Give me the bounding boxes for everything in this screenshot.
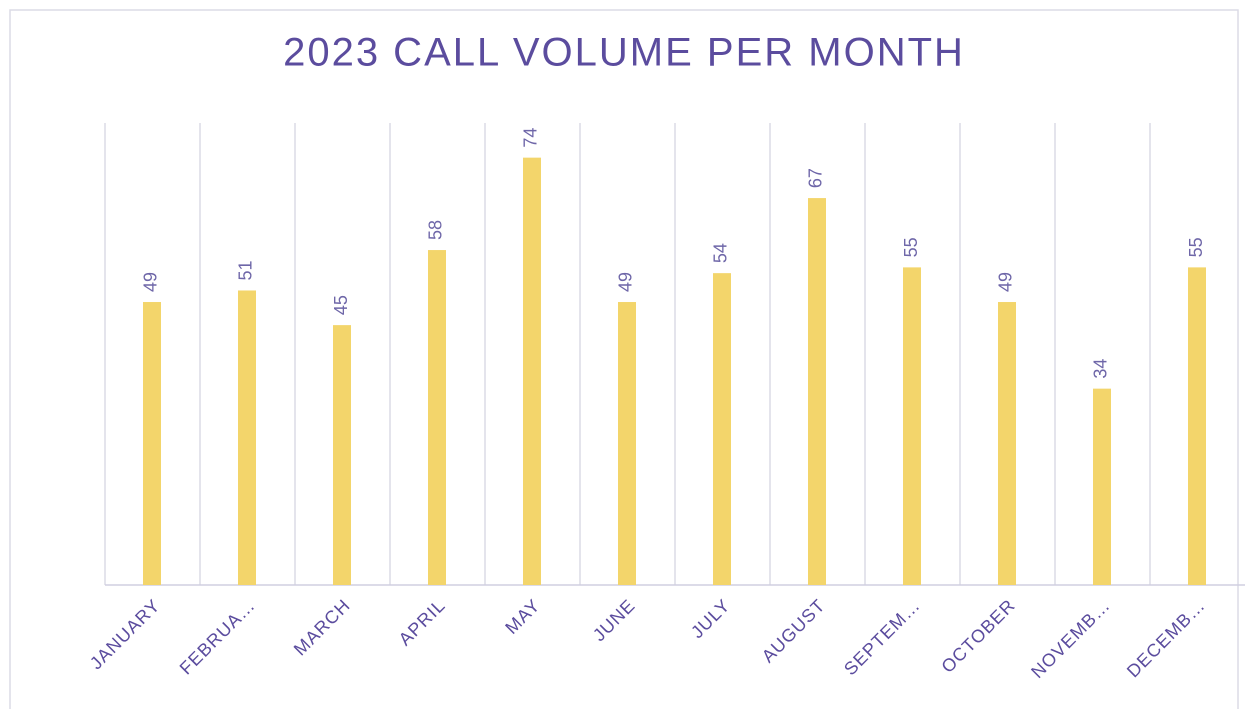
bar	[143, 302, 161, 585]
value-label: 45	[331, 295, 351, 315]
value-label: 49	[141, 272, 161, 292]
chart-title: 2023 CALL VOLUME PER MONTH	[283, 31, 965, 75]
bar	[428, 250, 446, 586]
value-label: 49	[616, 272, 636, 292]
bar	[333, 325, 351, 585]
bar	[523, 157, 541, 585]
value-label: 55	[901, 237, 921, 257]
bar	[1188, 267, 1206, 585]
bar	[903, 267, 921, 585]
value-label: 58	[426, 220, 446, 240]
bar	[713, 273, 731, 585]
value-label: 49	[996, 272, 1016, 292]
value-label: 74	[521, 128, 541, 148]
bar	[808, 198, 826, 585]
bar	[1093, 388, 1111, 585]
bar	[238, 290, 256, 585]
bar	[998, 302, 1016, 585]
value-label: 54	[711, 243, 731, 263]
value-label: 67	[806, 168, 826, 188]
value-label: 34	[1091, 359, 1111, 379]
value-label: 51	[236, 260, 256, 280]
bar	[618, 302, 636, 585]
value-label: 55	[1186, 237, 1206, 257]
